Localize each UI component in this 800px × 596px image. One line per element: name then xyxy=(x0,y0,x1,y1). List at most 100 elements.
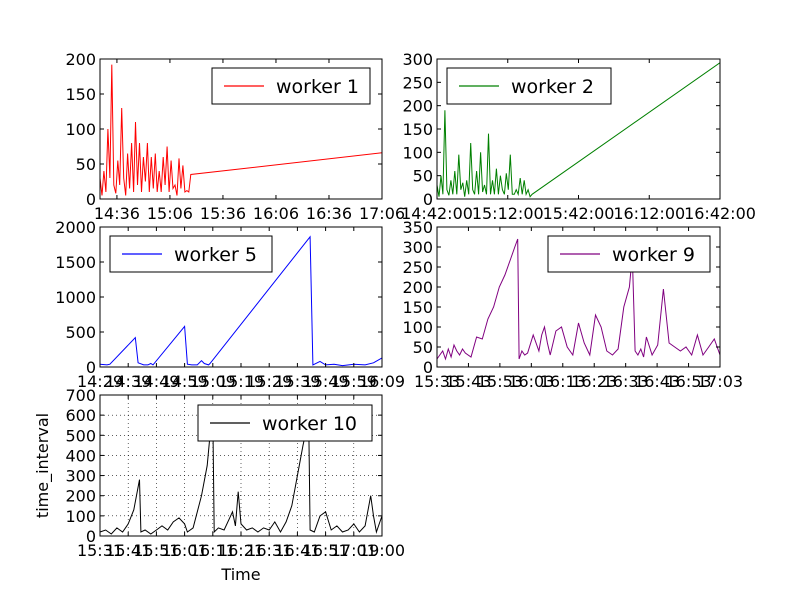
legend: worker 9 xyxy=(547,235,711,273)
x-tick-label: 15:36 xyxy=(200,204,246,223)
x-tick-label: 16:36 xyxy=(306,204,352,223)
series-line xyxy=(436,61,721,199)
y-tick-label: 250 xyxy=(402,258,433,277)
legend: worker 5 xyxy=(109,235,273,273)
y-tick-label: 0 xyxy=(423,190,433,209)
y-axis-label: time_interval xyxy=(33,413,53,518)
y-tick-label: 100 xyxy=(65,507,96,526)
x-tick-label: 15:09 xyxy=(190,372,236,391)
legend: worker 1 xyxy=(211,67,371,105)
y-tick-label: 500 xyxy=(65,426,96,445)
legend-label: worker 10 xyxy=(262,413,357,435)
series-line xyxy=(99,64,383,199)
x-tick-label: 16:41 xyxy=(274,541,320,560)
x-tick-label: 16:01 xyxy=(162,541,208,560)
x-tick-label: 15:41 xyxy=(105,541,151,560)
x-tick-label: 16:42:00 xyxy=(684,204,756,223)
y-tick-label: 200 xyxy=(402,278,433,297)
x-tick-label: 15:31 xyxy=(77,541,123,560)
x-tick-label: 16:33 xyxy=(603,372,649,391)
legend-label: worker 5 xyxy=(174,244,257,266)
x-tick-label: 15:42:00 xyxy=(543,204,615,223)
axes-frame xyxy=(436,226,721,368)
x-tick-label: 16:13 xyxy=(540,372,586,391)
x-tick-label: 15:53 xyxy=(477,372,523,391)
y-tick-label: 200 xyxy=(65,50,96,69)
legend-label: worker 9 xyxy=(612,244,695,266)
series-line xyxy=(99,235,383,367)
y-tick-label: 1500 xyxy=(55,253,96,272)
x-tick-label: 15:43 xyxy=(445,372,491,391)
x-axis-label: Time xyxy=(220,565,260,584)
x-tick-label: 16:23 xyxy=(571,372,617,391)
series-line xyxy=(436,238,721,361)
x-tick-label: 16:06 xyxy=(253,204,299,223)
y-tick-label: 500 xyxy=(65,323,96,342)
subplot-5: 010020030040050060070015:3115:4115:5116:… xyxy=(33,386,405,584)
x-tick-label: 16:09 xyxy=(359,372,405,391)
y-tick-label: 2000 xyxy=(55,218,96,237)
x-tick-label: 15:29 xyxy=(246,372,292,391)
y-tick-label: 50 xyxy=(76,155,96,174)
legend-label: worker 2 xyxy=(511,76,594,98)
y-tick-label: 100 xyxy=(402,318,433,337)
x-tick-label: 15:51 xyxy=(133,541,179,560)
legend: worker 2 xyxy=(446,67,612,105)
x-tick-label: 16:21 xyxy=(218,541,264,560)
x-tick-label: 14:59 xyxy=(162,372,208,391)
x-tick-label: 17:06 xyxy=(359,204,405,223)
y-tick-label: 350 xyxy=(402,218,433,237)
y-tick-label: 0 xyxy=(86,358,96,377)
x-tick-label: 16:11 xyxy=(190,541,236,560)
x-tick-label: 15:33 xyxy=(414,372,460,391)
y-tick-label: 0 xyxy=(86,190,96,209)
series-line xyxy=(99,415,383,535)
y-tick-label: 0 xyxy=(423,358,433,377)
x-tick-label: 16:51 xyxy=(303,541,349,560)
y-tick-label: 400 xyxy=(65,446,96,465)
x-tick-label: 14:49 xyxy=(133,372,179,391)
y-tick-label: 250 xyxy=(402,73,433,92)
x-tick-label: 19:00 xyxy=(359,541,405,560)
y-tick-label: 150 xyxy=(65,85,96,104)
x-tick-label: 16:53 xyxy=(666,372,712,391)
x-tick-label: 17:01 xyxy=(331,541,377,560)
x-tick-label: 15:19 xyxy=(218,372,264,391)
y-tick-label: 700 xyxy=(65,386,96,405)
x-tick-label: 17:03 xyxy=(697,372,743,391)
x-tick-label: 16:43 xyxy=(634,372,680,391)
y-tick-label: 50 xyxy=(413,338,433,357)
y-tick-label: 150 xyxy=(402,120,433,139)
x-tick-label: 15:39 xyxy=(274,372,320,391)
x-tick-label: 14:36 xyxy=(94,204,140,223)
y-tick-label: 100 xyxy=(65,120,96,139)
x-tick-label: 14:42:00 xyxy=(401,204,473,223)
y-tick-label: 200 xyxy=(65,487,96,506)
y-tick-label: 1000 xyxy=(55,288,96,307)
y-tick-label: 300 xyxy=(402,50,433,69)
x-tick-label: 16:03 xyxy=(508,372,554,391)
subplot-1: 0 50 100 150 200 14:36 15:06 15:36 16:06 16:36 17:… xyxy=(65,50,405,223)
y-tick-label: 0 xyxy=(86,527,96,546)
x-tick-label: 15:59 xyxy=(331,372,377,391)
y-tick-label: 600 xyxy=(65,406,96,425)
subplot-2: 0 50 100 150 200 250 300 14:42:0015:12:0015:42:… xyxy=(401,50,756,223)
subplot-3: 0 500 1000 1500 2000 14:2914:3914:4914:5915:0… xyxy=(55,218,405,391)
x-tick-label: 14:29 xyxy=(77,372,123,391)
x-tick-label: 14:39 xyxy=(105,372,151,391)
x-tick-label: 15:12:00 xyxy=(472,204,544,223)
y-tick-label: 50 xyxy=(413,167,433,186)
y-tick-label: 300 xyxy=(65,467,96,486)
legend: worker 10 xyxy=(197,404,373,442)
y-tick-label: 300 xyxy=(402,238,433,257)
x-tick-label: 16:12:00 xyxy=(613,204,685,223)
x-tick-label: 16:31 xyxy=(246,541,292,560)
y-tick-label: 200 xyxy=(402,97,433,116)
x-tick-label: 15:49 xyxy=(303,372,349,391)
legend-label: worker 1 xyxy=(276,76,359,98)
x-tick-label: 15:06 xyxy=(147,204,193,223)
y-tick-label: 100 xyxy=(402,143,433,162)
